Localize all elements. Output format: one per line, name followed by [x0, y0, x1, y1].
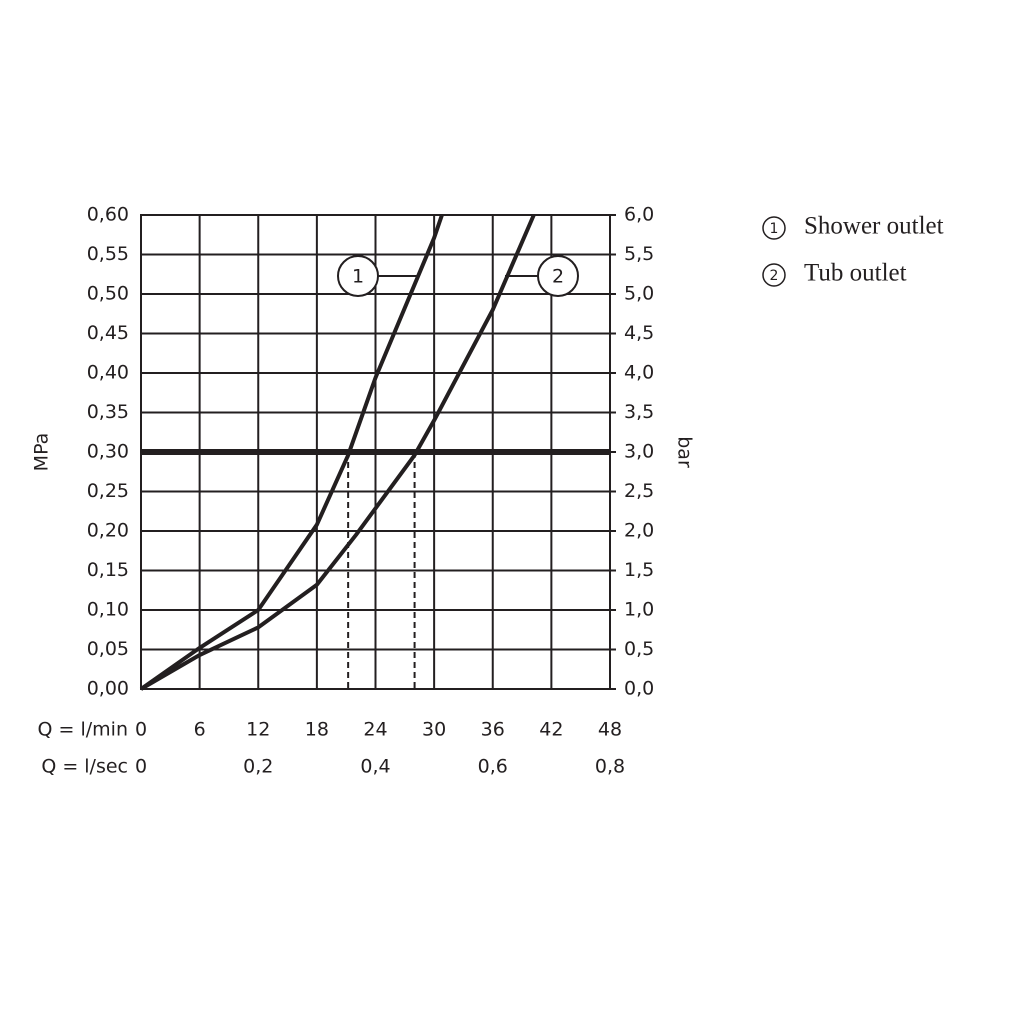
y2-tick-label: 3,0 — [624, 441, 654, 463]
legend-label: Shower outlet — [804, 213, 944, 240]
series-line — [139, 214, 444, 691]
y-tick-label: 0,05 — [87, 638, 129, 660]
x-tick-label: 48 — [598, 719, 622, 741]
y2-tick-label: 1,0 — [624, 599, 654, 621]
x2-axis-label: Q = l/sec — [41, 756, 128, 778]
y2-tick-label: 3,5 — [624, 401, 654, 423]
y-tick-label: 0,50 — [87, 283, 129, 305]
y-tick-label: 0,30 — [87, 441, 129, 463]
y2-tick-label: 0,0 — [624, 678, 654, 700]
series-line — [139, 214, 536, 691]
x-tick-label: 24 — [363, 719, 387, 741]
y2-tick-label: 4,5 — [624, 322, 654, 344]
legend-label: Tub outlet — [804, 260, 907, 287]
x2-tick-label: 0,8 — [595, 756, 625, 778]
y-tick-label: 0,20 — [87, 520, 129, 542]
legend-marker-label: 1 — [770, 221, 779, 237]
x-tick-label: 36 — [481, 719, 505, 741]
y2-tick-label: 2,5 — [624, 480, 654, 502]
y-tick-label: 0,00 — [87, 678, 129, 700]
legend-marker — [762, 263, 786, 287]
callout-label: 1 — [352, 266, 364, 288]
callout-label: 2 — [552, 266, 564, 288]
x2-tick-label: 0,6 — [478, 756, 508, 778]
x2-tick-label: 0,2 — [243, 756, 273, 778]
x-tick-label: 30 — [422, 719, 446, 741]
x2-tick-label: 0 — [135, 756, 147, 778]
legend-marker — [762, 216, 786, 240]
y2-tick-label: 4,0 — [624, 362, 654, 384]
callout-circle — [337, 255, 379, 297]
y2-tick-label: 6,0 — [624, 204, 654, 226]
x-tick-label: 6 — [194, 719, 206, 741]
y-tick-label: 0,25 — [87, 480, 129, 502]
y-tick-label: 0,35 — [87, 401, 129, 423]
y2-tick-label: 5,0 — [624, 283, 654, 305]
y2-axis-label: bar — [674, 436, 696, 468]
y-tick-label: 0,40 — [87, 362, 129, 384]
y2-tick-label: 5,5 — [624, 243, 654, 265]
y2-tick-label: 1,5 — [624, 559, 654, 581]
y-tick-label: 0,15 — [87, 559, 129, 581]
y2-tick-label: 2,0 — [624, 520, 654, 542]
x-axis-label: Q = l/min — [38, 719, 128, 741]
y-axis-label: MPa — [31, 433, 53, 472]
y-tick-label: 0,45 — [87, 322, 129, 344]
y2-tick-label: 0,5 — [624, 638, 654, 660]
x2-tick-label: 0,4 — [360, 756, 390, 778]
y-tick-label: 0,55 — [87, 243, 129, 265]
x-tick-label: 42 — [539, 719, 563, 741]
x-tick-label: 18 — [305, 719, 329, 741]
x-tick-label: 0 — [135, 719, 147, 741]
legend-marker-label: 2 — [770, 268, 779, 284]
callout-circle — [537, 255, 579, 297]
x-tick-label: 12 — [246, 719, 270, 741]
y-tick-label: 0,10 — [87, 599, 129, 621]
y-tick-label: 0,60 — [87, 204, 129, 226]
